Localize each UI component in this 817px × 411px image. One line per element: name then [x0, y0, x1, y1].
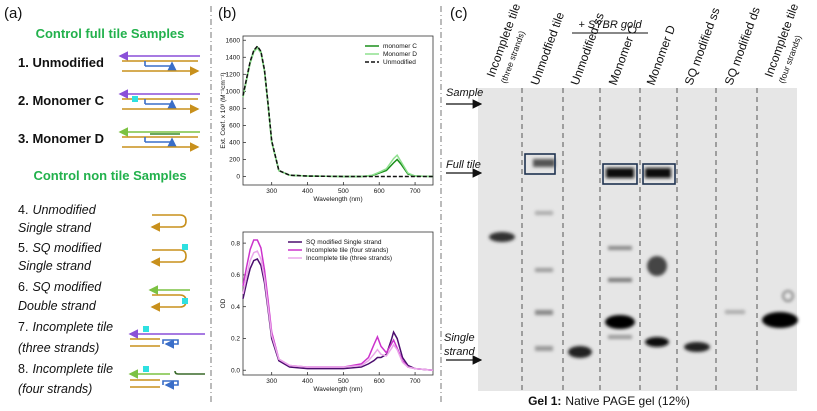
panel-label: (c) — [450, 5, 468, 22]
strand-diagram — [150, 244, 188, 267]
lane-separators — [521, 88, 758, 391]
x-tick-label: 600 — [374, 188, 385, 195]
lane-label: SQ modified ss — [682, 6, 723, 87]
y-axis-label: OD — [220, 298, 227, 308]
marker-label: Single — [444, 332, 475, 344]
series-line — [242, 239, 434, 371]
x-tick-label: 400 — [302, 378, 313, 385]
y-tick-label: 0.4 — [231, 304, 240, 311]
plot-frame — [242, 35, 434, 186]
y-tick-label: 0 — [236, 174, 240, 181]
series-line — [242, 45, 434, 178]
x-axis-label: Wavelength (nm) — [313, 196, 362, 203]
item: 3. Monomer D — [18, 131, 104, 146]
y-tick-label: 200 — [229, 157, 240, 164]
y-tick-label: 400 — [229, 140, 240, 147]
y-tick-label: 0.0 — [231, 367, 240, 374]
item: Single strand — [18, 221, 92, 235]
x-tick-label: 700 — [410, 378, 421, 385]
item: 4. Unmodified — [18, 203, 97, 217]
y-tick-label: 0.6 — [231, 272, 240, 279]
y-tick-label: 600 — [229, 123, 240, 130]
x-tick-label: 500 — [338, 378, 349, 385]
gel — [478, 88, 797, 391]
marker-label: Full tile — [446, 159, 481, 171]
strand-diagram — [150, 214, 187, 232]
lane-label: Monomer D — [644, 23, 679, 87]
legend-label: Unmodified — [383, 59, 416, 66]
x-axis-label: Wavelength (nm) — [313, 386, 362, 393]
heading: Control full tile Samples — [36, 26, 185, 41]
y-tick-label: 0.8 — [231, 240, 240, 247]
y-axis-label: Ext. Coef. x 10³ (M⁻¹cm⁻¹) — [220, 72, 227, 148]
marker-label: strand — [444, 346, 475, 358]
panel-c: (c) + SYBR gold — [444, 1, 803, 408]
gel-bands — [489, 159, 798, 358]
series-line — [242, 44, 433, 178]
y-tick-label: 0.2 — [231, 336, 240, 343]
line-chart: 0.0 0.2 0.4 0.6 0.8 300 400 500 600 700 Wavelength… — [220, 231, 434, 393]
series-line — [242, 46, 434, 178]
legend-label: Incomplete tile (three strands) — [306, 255, 392, 262]
y-tick-label: 1600 — [226, 37, 241, 44]
strand-diagram — [118, 89, 200, 114]
heading: Control non tile Samples — [33, 168, 186, 183]
item: Single strand — [18, 259, 92, 273]
series-line — [242, 258, 434, 371]
legend-label: SQ modified Single strand — [306, 239, 382, 246]
panel-b: (b) 0 200 400 600 800 1000 1200 1400 1600 300 400 5… — [218, 5, 434, 393]
band-boxes — [524, 153, 676, 185]
y-tick-label: 1200 — [226, 72, 241, 79]
y-tick-label: 800 — [229, 106, 240, 113]
item: 6. SQ modified — [18, 280, 102, 294]
lane-label: SQ modified ds — [722, 5, 763, 87]
line-chart: 0 200 400 600 800 1000 1200 1400 1600 300 400 500 60… — [220, 35, 434, 203]
x-tick-label: 300 — [266, 378, 277, 385]
plot-frame — [242, 231, 434, 376]
marker-arrows — [446, 99, 483, 365]
y-tick-label: 1000 — [226, 89, 241, 96]
x-tick-label: 500 — [338, 188, 349, 195]
item: 8. Incomplete tile — [18, 362, 113, 376]
legend-label: monomer C — [383, 43, 417, 50]
x-tick-label: 300 — [266, 188, 277, 195]
stain-note: + SYBR gold — [578, 19, 642, 31]
legend-label: Incomplete tile (four strands) — [306, 247, 388, 254]
item: 2. Monomer C — [18, 93, 105, 108]
panel-label: (b) — [218, 5, 236, 22]
x-tick-label: 600 — [374, 378, 385, 385]
panel-label: (a) — [4, 5, 22, 22]
item: Double strand — [18, 299, 97, 313]
item: (three strands) — [18, 341, 99, 355]
strand-diagram — [118, 127, 200, 152]
series-line — [242, 250, 434, 371]
strand-diagram — [148, 285, 190, 312]
strand-diagram — [128, 326, 205, 349]
item: 5. SQ modified — [18, 241, 102, 255]
y-tick-label: 1400 — [226, 54, 241, 61]
legend-label: Monomer D — [383, 51, 417, 58]
strand-diagram — [128, 366, 205, 390]
x-tick-label: 700 — [410, 188, 421, 195]
marker-label: Sample — [446, 87, 483, 99]
panel-a: (a) Control full tile Samples 1. Unmodif… — [4, 5, 205, 396]
item: 7. Incomplete tile — [18, 320, 113, 334]
strand-diagram — [118, 51, 200, 76]
lane-label: Unmodfied tile — [528, 10, 568, 87]
item: (four strands) — [18, 382, 92, 396]
item: 1. Unmodified — [18, 55, 104, 70]
caption: Gel 1: Native PAGE gel (12%) — [528, 394, 690, 408]
x-tick-label: 400 — [302, 188, 313, 195]
